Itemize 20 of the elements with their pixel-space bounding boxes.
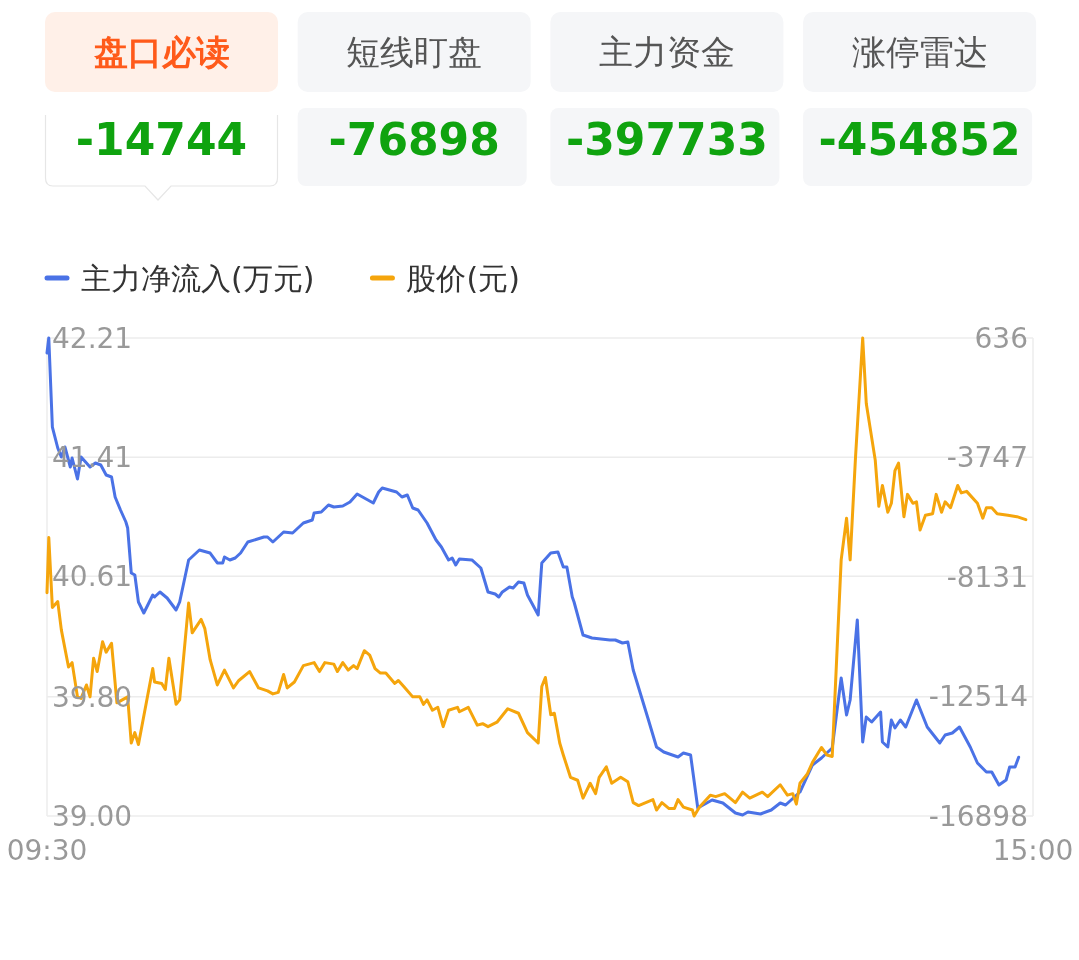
legend-label: 股价(元) xyxy=(406,261,520,296)
y-tick-label: 39.00 xyxy=(52,800,133,833)
y2-tick-label: -8131 xyxy=(946,561,1028,594)
y-tick-label: 42.21 xyxy=(52,322,133,355)
category-label: 主力资金 xyxy=(598,32,735,72)
legend-label: 主力净流入(万元) xyxy=(81,261,315,296)
text: -454852 xyxy=(818,114,1021,165)
text: -397733 xyxy=(565,114,768,165)
x-tick-label: 15:00 xyxy=(992,834,1074,867)
category-label: 盘口必读 xyxy=(92,32,230,72)
y2-tick-label: -16898 xyxy=(928,800,1028,833)
category-label: 短线盯盘 xyxy=(346,32,483,72)
y2-tick-label: 636 xyxy=(974,322,1028,355)
x-tick-label: 09:30 xyxy=(6,834,88,867)
y2-tick-label: -3747 xyxy=(946,441,1028,475)
y-tick-label: 40.61 xyxy=(52,560,133,594)
category-label: 涨停雷达 xyxy=(851,32,988,72)
y2-tick-label: -12514 xyxy=(928,680,1028,714)
text: -76898 xyxy=(328,114,500,165)
text: -14744 xyxy=(75,114,248,165)
